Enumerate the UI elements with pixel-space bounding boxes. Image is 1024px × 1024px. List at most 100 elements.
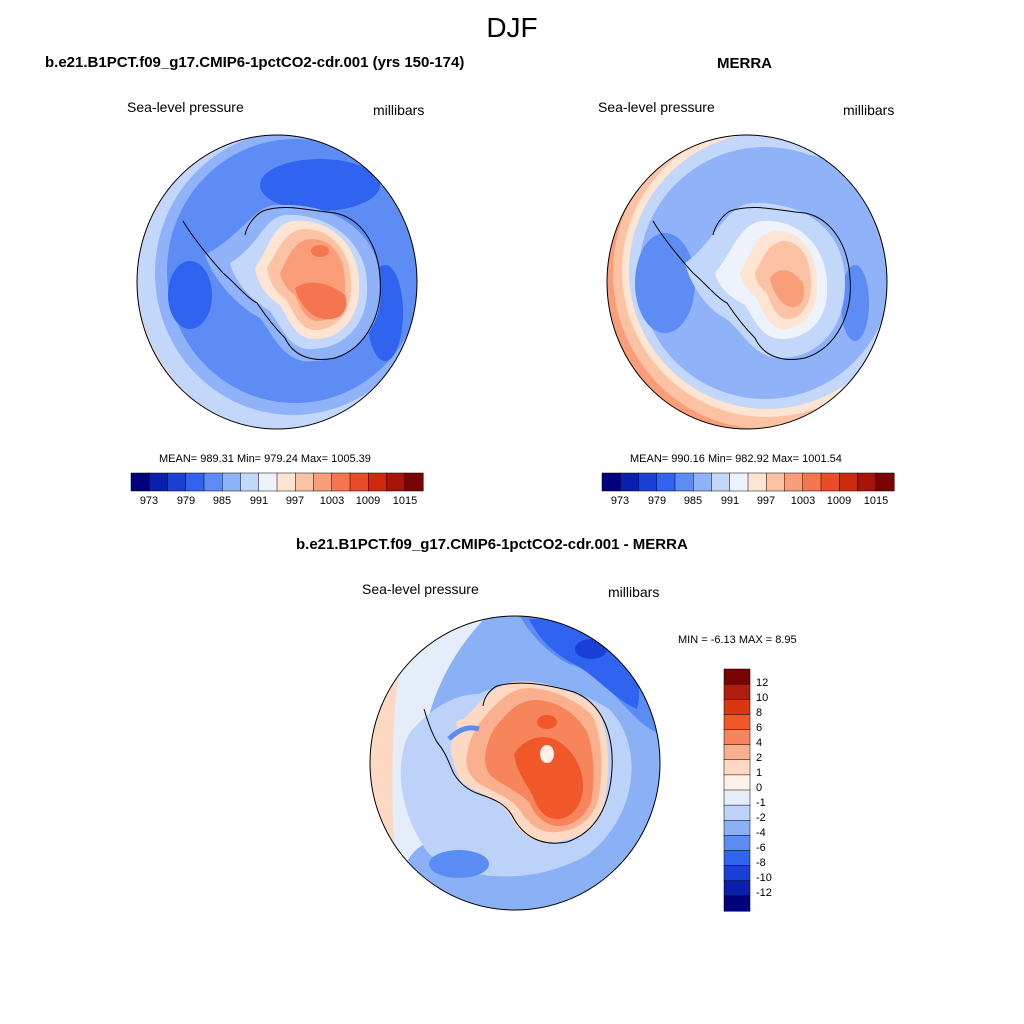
colorbar-swatch bbox=[766, 472, 786, 492]
panel2-tick-979: 979 bbox=[647, 495, 667, 507]
colorbar-swatch bbox=[723, 850, 751, 867]
panel2-tick-1003: 1003 bbox=[790, 495, 816, 507]
colorbar-swatch bbox=[331, 472, 351, 492]
colorbar-swatch bbox=[723, 683, 751, 700]
colorbar-swatch bbox=[149, 472, 169, 492]
colorbar-swatch bbox=[368, 472, 388, 492]
panel3-tick-8: 8 bbox=[756, 707, 763, 719]
colorbar-swatch bbox=[404, 472, 424, 492]
colorbar-swatch bbox=[313, 472, 333, 492]
colorbar-swatch bbox=[723, 774, 751, 791]
colorbar-swatch bbox=[295, 472, 315, 492]
colorbar-swatch bbox=[130, 472, 150, 492]
panel3-tick-12: 12 bbox=[756, 677, 769, 689]
panel2-tick-985: 985 bbox=[683, 495, 703, 507]
colorbar-swatch bbox=[167, 472, 187, 492]
colorbar-swatch bbox=[723, 835, 751, 852]
panel2-map bbox=[606, 134, 888, 430]
colorbar-swatch bbox=[674, 472, 694, 492]
panel2-tick-997: 997 bbox=[756, 495, 776, 507]
panel3-colorbar-ticks: 12 10 8 6 4 2 1 0 -1 -2 -4 -6 -8 -10 -12 bbox=[756, 669, 796, 911]
panel1-title: b.e21.B1PCT.f09_g17.CMIP6-1pctCO2-cdr.00… bbox=[45, 54, 465, 71]
colorbar-swatch bbox=[839, 472, 859, 492]
panel1-tick-979: 979 bbox=[176, 495, 196, 507]
panel2-colorbar-swatches bbox=[601, 472, 895, 492]
panel2-variable-label: Sea-level pressure bbox=[598, 99, 715, 115]
panel1-tick-973: 973 bbox=[139, 495, 159, 507]
main-title: DJF bbox=[486, 12, 538, 43]
colorbar-swatch bbox=[723, 895, 751, 912]
panel2-colorbar bbox=[601, 472, 895, 492]
panel3-tick-neg2: -2 bbox=[756, 812, 766, 824]
colorbar-swatch bbox=[240, 472, 260, 492]
colorbar-swatch bbox=[723, 880, 751, 897]
panel3-tick-6: 6 bbox=[756, 722, 763, 734]
panel1-tick-1009: 1009 bbox=[355, 495, 381, 507]
colorbar-swatch bbox=[723, 804, 751, 821]
panel1-tick-1003: 1003 bbox=[319, 495, 345, 507]
panel3-tick-neg6: -6 bbox=[756, 842, 766, 854]
panel2-colorbar-ticks: 973 979 985 991 997 1003 1009 1015 bbox=[602, 495, 894, 509]
colorbar-swatch bbox=[620, 472, 640, 492]
panel3-tick-neg12: -12 bbox=[756, 887, 772, 899]
panel2-tick-1015: 1015 bbox=[863, 495, 889, 507]
colorbar-swatch bbox=[723, 744, 751, 761]
panel1-colorbar bbox=[130, 472, 424, 492]
panel2-stats: MEAN= 990.16 Min= 982.92 Max= 1001.54 bbox=[630, 453, 842, 465]
colorbar-swatch bbox=[723, 699, 751, 715]
panel3-units-label: millibars bbox=[608, 584, 660, 600]
panel1-units-label: millibars bbox=[373, 102, 425, 118]
panel3-tick-0: 0 bbox=[756, 782, 763, 794]
panel2-tick-973: 973 bbox=[610, 495, 630, 507]
panel3-tick-10: 10 bbox=[756, 692, 769, 704]
colorbar-swatch bbox=[222, 472, 242, 492]
panel3-tick-neg4: -4 bbox=[756, 827, 766, 839]
colorbar-swatch bbox=[820, 472, 840, 492]
panel2-tick-1009: 1009 bbox=[826, 495, 852, 507]
panel3-tick-neg10: -10 bbox=[756, 872, 772, 884]
panel1-tick-991: 991 bbox=[249, 495, 269, 507]
colorbar-swatch bbox=[693, 472, 713, 492]
panel1-variable-label: Sea-level pressure bbox=[127, 99, 244, 115]
panel1-tick-997: 997 bbox=[285, 495, 305, 507]
panel3-colorbar bbox=[723, 668, 751, 912]
colorbar-swatch bbox=[723, 668, 751, 685]
panel3-stats: MIN = -6.13 MAX = 8.95 bbox=[678, 634, 797, 646]
colorbar-swatch bbox=[601, 472, 621, 492]
colorbar-swatch bbox=[203, 472, 223, 492]
panel3-tick-1: 1 bbox=[756, 767, 763, 779]
panel2-tick-991: 991 bbox=[720, 495, 740, 507]
colorbar-swatch bbox=[349, 472, 369, 492]
panel3-map bbox=[369, 615, 661, 911]
colorbar-swatch bbox=[875, 472, 895, 492]
panel1-map bbox=[136, 134, 418, 430]
colorbar-swatch bbox=[711, 472, 731, 492]
panel3-tick-2: 2 bbox=[756, 752, 763, 764]
colorbar-swatch bbox=[802, 472, 822, 492]
panel1-colorbar-swatches bbox=[130, 472, 424, 492]
colorbar-swatch bbox=[723, 865, 751, 882]
panel3-tick-neg1: -1 bbox=[756, 797, 766, 809]
colorbar-swatch bbox=[729, 472, 749, 492]
panel3-colorbar-swatches bbox=[723, 668, 751, 912]
panel1-colorbar-ticks: 973 979 985 991 997 1003 1009 1015 bbox=[131, 495, 423, 509]
panel1-stats: MEAN= 989.31 Min= 979.24 Max= 1005.39 bbox=[159, 453, 371, 465]
colorbar-swatch bbox=[723, 789, 751, 806]
colorbar-swatch bbox=[857, 472, 877, 492]
colorbar-swatch bbox=[638, 472, 658, 492]
panel3-title: b.e21.B1PCT.f09_g17.CMIP6-1pctCO2-cdr.00… bbox=[296, 536, 688, 553]
colorbar-swatch bbox=[276, 472, 296, 492]
panel1-tick-1015: 1015 bbox=[392, 495, 418, 507]
panel3-variable-label: Sea-level pressure bbox=[362, 581, 479, 597]
panel3-tick-4: 4 bbox=[756, 737, 763, 749]
colorbar-swatch bbox=[656, 472, 676, 492]
panel3-tick-neg8: -8 bbox=[756, 857, 766, 869]
colorbar-swatch bbox=[723, 759, 751, 776]
colorbar-swatch bbox=[723, 729, 751, 746]
colorbar-swatch bbox=[723, 820, 751, 836]
colorbar-swatch bbox=[386, 472, 406, 492]
panel2-units-label: millibars bbox=[843, 102, 895, 118]
panel1-tick-985: 985 bbox=[212, 495, 232, 507]
colorbar-swatch bbox=[784, 472, 804, 492]
panel2-title: MERRA bbox=[717, 55, 772, 72]
